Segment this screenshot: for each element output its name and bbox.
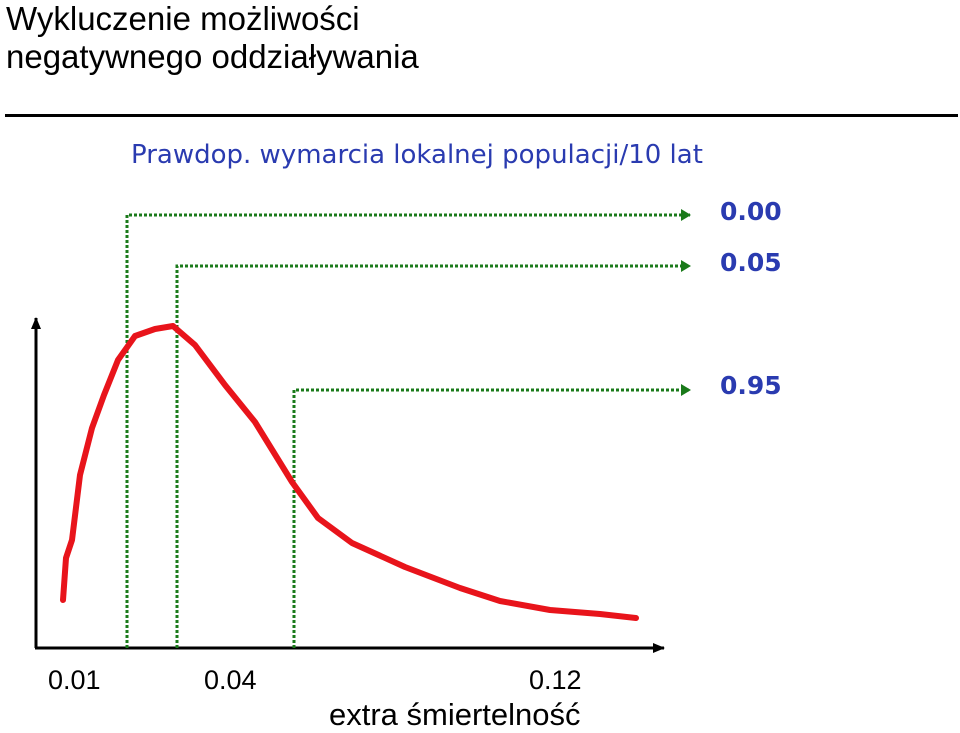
prob-label-1: 0.05 <box>720 248 782 277</box>
title-line-1: Wykluczenie możliwości <box>6 0 360 37</box>
x-tick-1: 0.04 <box>204 665 257 695</box>
x-axis-label: extra śmiertelność <box>329 697 581 732</box>
title-divider <box>5 114 958 117</box>
x-tick-2: 0.12 <box>529 665 582 695</box>
guide-0.01 <box>125 209 691 648</box>
title-line-2: negatywnego oddziaływania <box>6 38 419 75</box>
guide-0.12 <box>292 384 691 648</box>
extinction-curve <box>60 323 639 621</box>
slide-title: Wykluczenie możliwości negatywnego oddzi… <box>6 0 419 76</box>
x-tick-0: 0.01 <box>48 665 101 695</box>
guide-0.04 <box>175 260 691 648</box>
prob-label-0: 0.00 <box>720 197 782 226</box>
prob-label-2: 0.95 <box>720 371 782 400</box>
chart-title: Prawdop. wymarcia lokalnej populacji/10 … <box>131 140 703 170</box>
